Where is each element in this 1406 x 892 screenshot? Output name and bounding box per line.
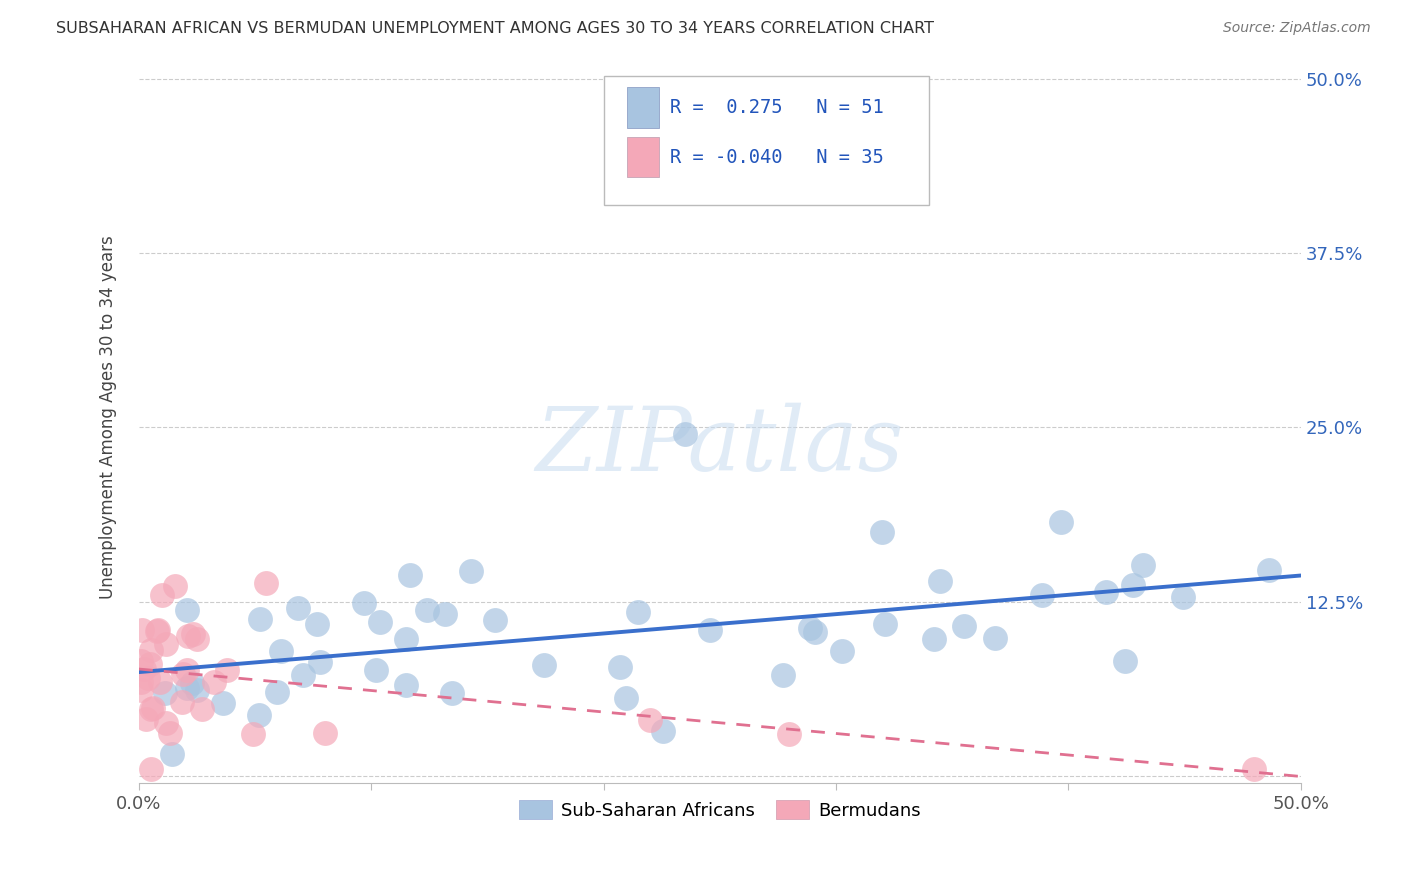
Point [1094,585,1116,599]
Point [804,624,827,639]
Point [1171,590,1194,604]
Point [875,616,897,631]
Point [1243,762,1265,776]
Point [202,675,225,690]
Point [138,672,160,686]
Point [924,632,946,646]
Point [434,607,457,622]
Point [139,762,162,776]
Point [149,675,172,690]
Text: SUBSAHARAN AFRICAN VS BERMUDAN UNEMPLOYMENT AMONG AGES 30 TO 34 YEARS CORRELATIO: SUBSAHARAN AFRICAN VS BERMUDAN UNEMPLOYM… [56,21,934,36]
Point [249,611,271,625]
Point [614,691,637,706]
Point [177,629,200,643]
Point [160,747,183,761]
Point [155,637,177,651]
Y-axis label: Unemployment Among Ages 30 to 34 years: Unemployment Among Ages 30 to 34 years [100,235,117,599]
Point [1031,588,1053,602]
Point [416,603,439,617]
Point [142,701,165,715]
Point [134,662,156,676]
Text: ZIPatlas: ZIPatlas [536,402,904,490]
Point [181,627,204,641]
Point [364,663,387,677]
Point [150,588,173,602]
Point [799,621,821,635]
Point [129,682,152,697]
Point [135,712,157,726]
Point [370,615,392,630]
Point [146,624,169,638]
Point [180,676,202,690]
Point [1258,563,1281,577]
Point [440,685,463,699]
Point [254,576,277,591]
Point [139,643,162,657]
Legend: Sub-Saharan Africans, Bermudans: Sub-Saharan Africans, Bermudans [512,793,928,827]
Point [983,631,1005,645]
Point [145,624,167,638]
Point [155,686,177,700]
Point [929,574,952,589]
Point [398,568,420,582]
Point [395,632,418,646]
Point [1132,558,1154,572]
Point [772,668,794,682]
Point [131,623,153,637]
Point [395,678,418,692]
Point [353,596,375,610]
Point [652,724,675,739]
Point [186,632,208,646]
Point [249,708,271,723]
Point [212,696,235,710]
Point [170,695,193,709]
Point [627,605,650,619]
Point [186,682,208,697]
Point [638,713,661,727]
Point [673,427,696,442]
Point [215,663,238,677]
Point [155,715,177,730]
Point [831,644,853,658]
Point [1049,515,1071,529]
Point [163,579,186,593]
Point [1122,578,1144,592]
Point [176,603,198,617]
FancyBboxPatch shape [627,87,659,128]
Point [270,644,292,658]
Point [533,657,555,672]
Point [191,701,214,715]
Text: R = -0.040   N = 35: R = -0.040 N = 35 [669,148,883,167]
Point [779,727,801,741]
Text: Source: ZipAtlas.com: Source: ZipAtlas.com [1223,21,1371,35]
Point [305,616,328,631]
Point [176,663,198,677]
Point [129,654,152,668]
Point [314,726,336,740]
Point [609,660,631,674]
Point [872,524,894,539]
Text: R =  0.275   N = 51: R = 0.275 N = 51 [669,98,883,118]
Point [266,684,288,698]
Point [176,681,198,695]
Point [242,727,264,741]
FancyBboxPatch shape [627,137,659,178]
Point [292,667,315,681]
Point [139,702,162,716]
Point [699,624,721,638]
Point [460,564,482,578]
Point [1114,654,1136,668]
Point [172,667,194,681]
Point [159,726,181,740]
Point [953,618,976,632]
Point [484,613,506,627]
FancyBboxPatch shape [603,77,929,205]
Point [309,655,332,669]
Point [287,601,309,615]
Point [129,675,152,690]
Point [139,657,162,671]
